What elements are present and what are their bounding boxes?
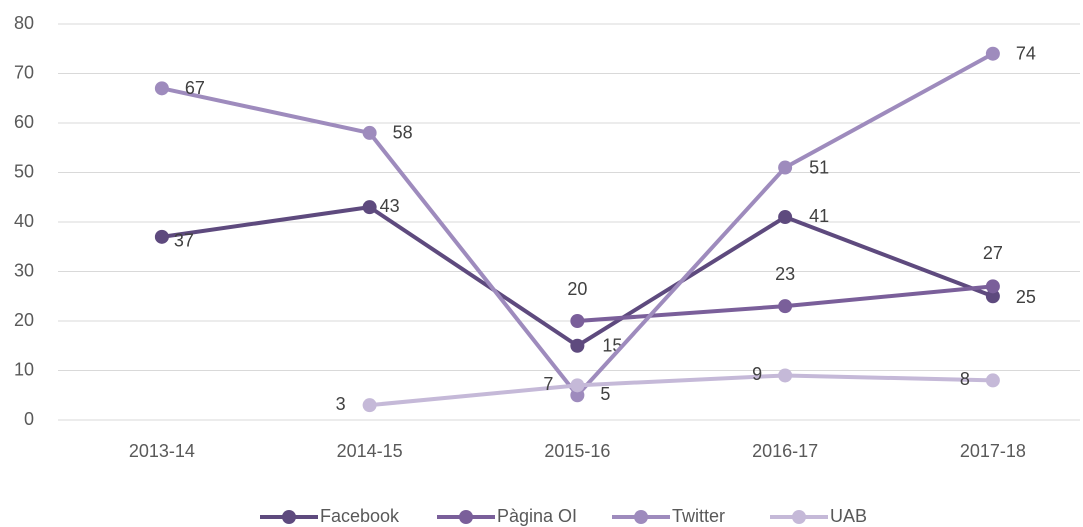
y-tick-label: 50 [14, 161, 34, 181]
data-point [154, 81, 169, 96]
data-label: 51 [809, 157, 829, 177]
data-label: 3 [336, 394, 346, 414]
legend-label: UAB [830, 506, 867, 526]
y-tick-label: 70 [14, 62, 34, 82]
data-point [154, 229, 169, 244]
legend-marker [282, 510, 296, 524]
data-point [570, 314, 585, 328]
data-point [985, 289, 1000, 304]
data-label: 5 [600, 384, 610, 404]
data-label: 23 [775, 264, 795, 284]
data-point [778, 368, 793, 383]
legend-label: Twitter [672, 506, 725, 526]
y-tick-label: 0 [24, 409, 34, 429]
data-point [570, 378, 585, 393]
data-point [778, 299, 793, 314]
data-point [778, 210, 793, 225]
data-label: 20 [567, 279, 587, 299]
y-tick-label: 10 [14, 359, 34, 379]
x-tick-label: 2014-15 [337, 441, 403, 461]
data-label: 7 [543, 374, 553, 394]
data-label: 43 [380, 196, 400, 216]
y-tick-label: 60 [14, 112, 34, 132]
data-label: 37 [174, 231, 194, 251]
data-label: 27 [983, 243, 1003, 263]
x-tick-label: 2013-14 [129, 441, 195, 461]
data-point [985, 373, 1000, 388]
data-point [985, 279, 1000, 294]
data-point [570, 388, 585, 403]
data-point [362, 125, 377, 140]
data-point [362, 398, 377, 413]
data-label: 9 [752, 364, 762, 384]
data-label: 58 [393, 123, 413, 143]
data-label: 8 [960, 369, 970, 389]
data-label: 15 [602, 336, 622, 356]
legend-label: Facebook [320, 506, 400, 526]
y-tick-label: 30 [14, 260, 34, 280]
legend-marker [634, 510, 648, 524]
data-label: 25 [1016, 287, 1036, 307]
legend-marker [792, 510, 806, 524]
y-tick-label: 20 [14, 310, 34, 330]
data-point [362, 200, 377, 215]
data-point [985, 46, 1000, 61]
data-point [570, 338, 585, 353]
legend-marker [459, 510, 473, 524]
y-tick-label: 40 [14, 211, 34, 231]
x-tick-label: 2015-16 [544, 441, 610, 461]
x-tick-label: 2016-17 [752, 441, 818, 461]
data-point [778, 160, 793, 175]
data-label: 41 [809, 206, 829, 226]
y-tick-label: 80 [14, 13, 34, 33]
x-tick-label: 2017-18 [960, 441, 1026, 461]
series-line [369, 373, 993, 408]
data-label: 74 [1016, 43, 1036, 63]
legend-label: Pàgina OI [497, 506, 577, 526]
data-label: 67 [185, 78, 205, 98]
